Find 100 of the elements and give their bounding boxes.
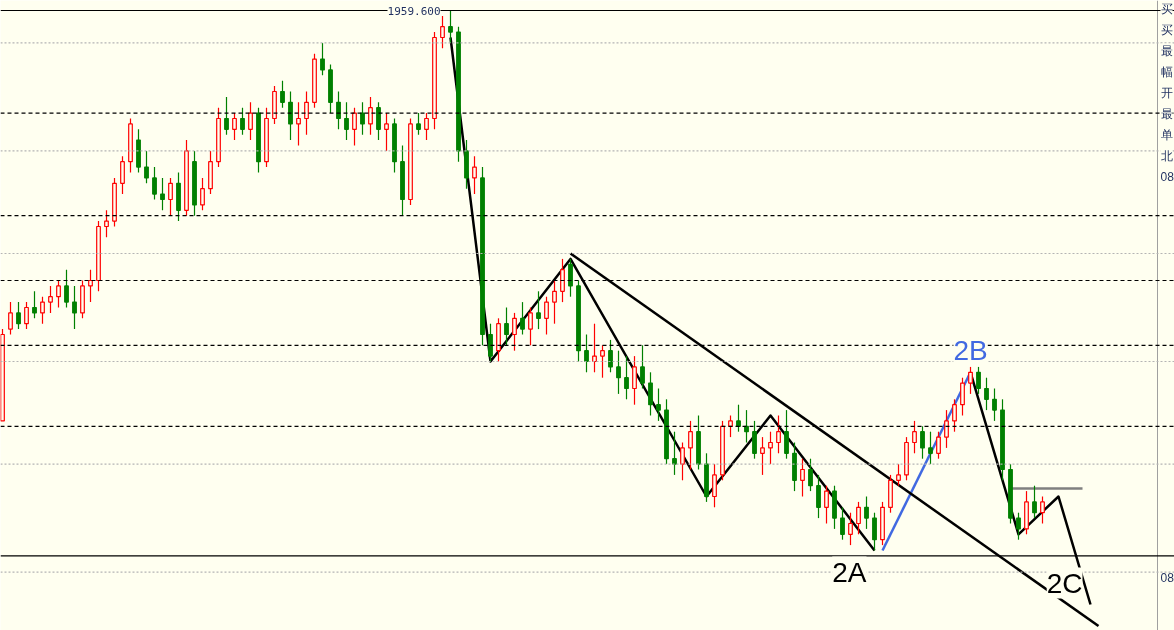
candlestick bbox=[656, 387, 661, 422]
candlestick bbox=[712, 463, 717, 508]
candlestick bbox=[544, 296, 549, 336]
candlestick bbox=[1040, 495, 1045, 525]
candlestick bbox=[936, 431, 941, 460]
text: 开 bbox=[1160, 85, 1173, 100]
candlestick bbox=[560, 258, 565, 303]
text: 北 bbox=[1160, 148, 1173, 163]
candlestick bbox=[552, 279, 557, 325]
candlestick bbox=[648, 371, 653, 417]
candlestick bbox=[848, 512, 853, 546]
candlestick bbox=[232, 112, 237, 141]
candlestick bbox=[584, 333, 589, 373]
candlestick bbox=[760, 436, 765, 476]
candlestick bbox=[376, 101, 381, 141]
candlestick bbox=[528, 306, 533, 346]
candlestick bbox=[800, 458, 805, 498]
candlestick bbox=[48, 285, 53, 314]
candlestick bbox=[784, 409, 789, 460]
candlestick bbox=[248, 101, 253, 141]
candlestick bbox=[160, 177, 165, 211]
candlestick bbox=[592, 323, 597, 373]
candlestick bbox=[64, 269, 69, 309]
candlestick bbox=[960, 377, 965, 417]
candlestick bbox=[608, 339, 613, 373]
candlestick bbox=[816, 474, 821, 519]
candlestick bbox=[368, 96, 373, 136]
candlestick bbox=[952, 398, 957, 433]
series-label: 2A bbox=[832, 556, 867, 588]
candlestick bbox=[624, 355, 629, 400]
candlestick bbox=[296, 101, 301, 147]
annotation: 1959.600 bbox=[387, 4, 441, 18]
candlestick bbox=[808, 458, 813, 492]
candlestick bbox=[168, 177, 173, 217]
candlestick bbox=[144, 150, 149, 184]
candlestick bbox=[872, 512, 877, 552]
text: 最 bbox=[1160, 106, 1173, 121]
candlestick bbox=[736, 404, 741, 433]
candlestick bbox=[568, 258, 573, 298]
candlestick bbox=[864, 495, 869, 530]
candlestick bbox=[360, 101, 365, 136]
text: 单 bbox=[1160, 127, 1173, 142]
candlestick bbox=[776, 414, 781, 454]
candlestick bbox=[152, 166, 157, 201]
candlestick bbox=[448, 9, 453, 44]
candlestick bbox=[728, 414, 733, 438]
series-label: 2C bbox=[1046, 567, 1083, 599]
candlestick bbox=[744, 409, 749, 444]
candlestick bbox=[920, 425, 925, 460]
candlestick bbox=[32, 290, 37, 319]
candlestick bbox=[672, 431, 677, 476]
candlestick bbox=[56, 279, 61, 309]
candlestick bbox=[752, 420, 757, 460]
series-label: 2B bbox=[953, 335, 988, 367]
text: 幅 bbox=[1160, 64, 1173, 79]
candlestick bbox=[16, 301, 21, 330]
candlestick bbox=[520, 301, 525, 336]
candlestick bbox=[840, 506, 845, 541]
candlestick bbox=[600, 344, 605, 379]
candlestick bbox=[424, 112, 429, 141]
text: 买 bbox=[1160, 1, 1173, 16]
candlestick bbox=[304, 90, 309, 136]
candlestick bbox=[336, 90, 341, 130]
candlestick bbox=[104, 209, 109, 238]
candlestick bbox=[488, 323, 493, 363]
candlestick bbox=[288, 90, 293, 141]
candlestick bbox=[688, 420, 693, 471]
candlestick bbox=[944, 409, 949, 449]
candlestick bbox=[928, 431, 933, 465]
candlestick bbox=[24, 301, 29, 330]
candlestick bbox=[416, 112, 421, 136]
candlestick bbox=[1032, 485, 1037, 519]
candlestick bbox=[120, 155, 125, 195]
candlestick bbox=[824, 485, 829, 525]
candlestick bbox=[1016, 512, 1021, 541]
candlestick bbox=[616, 350, 621, 395]
candlestick bbox=[8, 301, 13, 336]
text: 最 bbox=[1160, 43, 1173, 58]
candlestick bbox=[280, 80, 285, 109]
candlestick bbox=[240, 107, 245, 136]
candlestick bbox=[912, 420, 917, 454]
candlestick bbox=[200, 177, 205, 211]
candlestick bbox=[40, 296, 45, 325]
candlestick bbox=[440, 15, 445, 49]
candlestick bbox=[536, 290, 541, 330]
candlestick bbox=[512, 312, 517, 352]
text: 08 bbox=[1160, 170, 1174, 184]
candlestick bbox=[472, 155, 477, 195]
candlestick bbox=[320, 42, 325, 76]
candlestick bbox=[72, 285, 77, 330]
text: 买 bbox=[1160, 22, 1173, 37]
candlestick bbox=[344, 101, 349, 141]
candlestick bbox=[88, 269, 93, 303]
candlestick bbox=[640, 344, 645, 390]
candlestick bbox=[632, 355, 637, 406]
candlestick bbox=[384, 112, 389, 152]
candlestick bbox=[992, 387, 997, 422]
candlestick bbox=[504, 306, 509, 346]
candlestick bbox=[352, 107, 357, 147]
candlestick bbox=[896, 463, 901, 487]
